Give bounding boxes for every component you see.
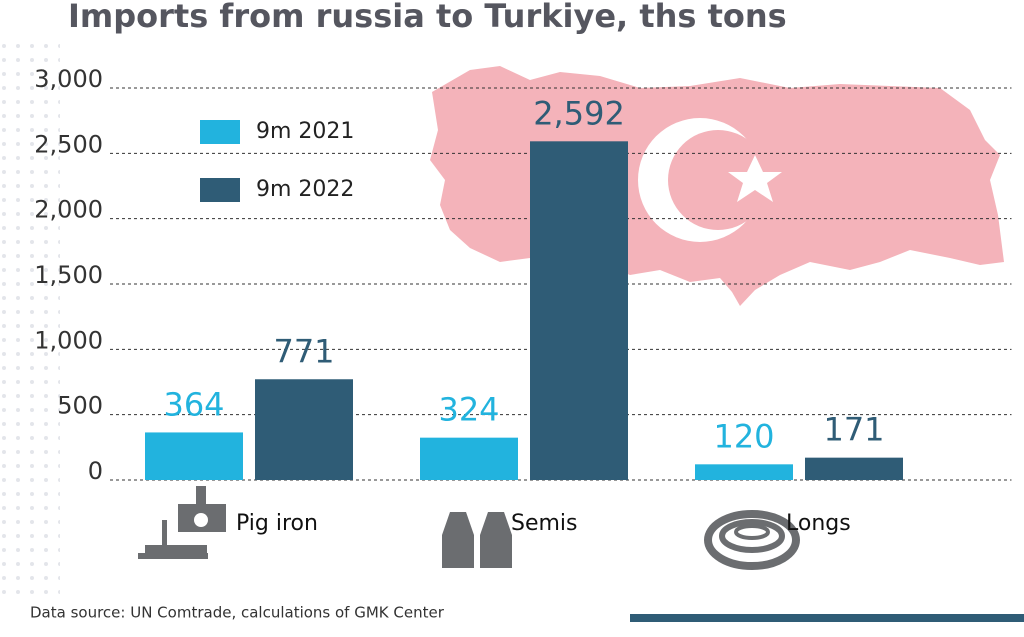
- y-tick-label: 3,000: [34, 65, 103, 93]
- y-tick-label: 1,000: [34, 326, 103, 354]
- bar: [695, 464, 793, 480]
- y-tick-label: 500: [57, 392, 103, 420]
- x-tick-label: Longs: [786, 511, 851, 536]
- y-tick-label: 1,500: [34, 261, 103, 289]
- bar: [420, 437, 518, 480]
- bar: [145, 432, 243, 480]
- y-tick-label: 2,500: [34, 130, 103, 158]
- x-tick-label: Pig iron: [236, 511, 318, 536]
- y-tick-label: 2,000: [34, 196, 103, 224]
- y-tick-label: 0: [88, 457, 103, 485]
- bar: [805, 457, 903, 480]
- value-label: 324: [438, 391, 499, 429]
- chart-title: Imports from russia to Turkiye, ths tons: [68, 0, 787, 35]
- legend-label: 9m 2022: [256, 177, 354, 202]
- legend-label: 9m 2021: [256, 119, 354, 144]
- turkey-map: [430, 66, 1004, 306]
- x-tick-label: Semis: [511, 511, 578, 536]
- icons: [138, 486, 800, 570]
- value-label: 2,592: [533, 94, 625, 132]
- bar: [255, 379, 353, 480]
- dot-pattern: [0, 40, 60, 600]
- legend-swatch: [200, 178, 240, 202]
- source-note: Data source: UN Comtrade, calculations o…: [30, 604, 445, 622]
- value-label: 120: [713, 417, 774, 455]
- legend-swatch: [200, 120, 240, 144]
- value-label: 771: [273, 332, 334, 370]
- value-label: 171: [823, 411, 884, 449]
- footer-bar: [630, 614, 1024, 622]
- bar: [530, 141, 628, 480]
- value-label: 364: [163, 385, 224, 423]
